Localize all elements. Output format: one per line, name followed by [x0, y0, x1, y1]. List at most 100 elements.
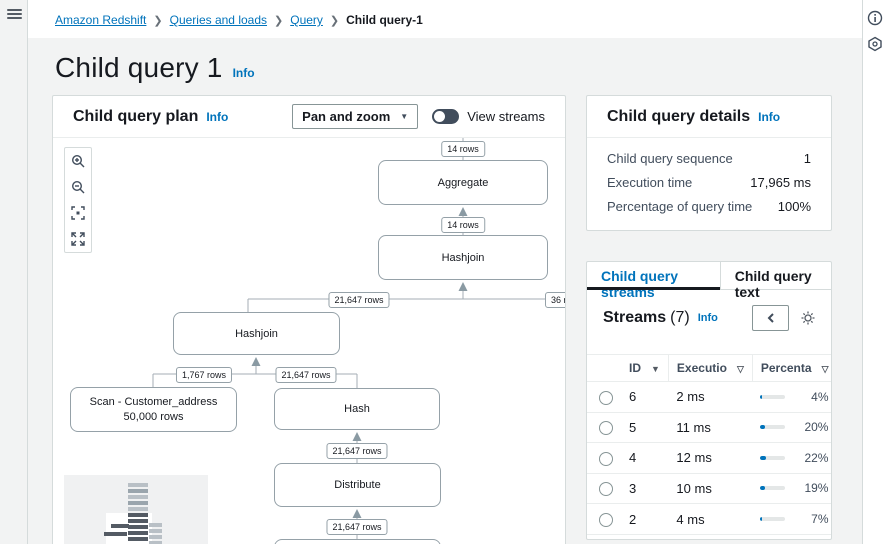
breadcrumb-link-redshift[interactable]: Amazon Redshift [55, 13, 147, 27]
plan-node-clipped[interactable] [274, 539, 441, 544]
plan-node-scan[interactable]: Scan - Customer_address 50,000 rows [70, 387, 237, 432]
node-label: Hashjoin [441, 251, 485, 264]
edge-label: 21,647 rows [326, 443, 388, 459]
plan-panel-title: Child query plan [73, 107, 199, 125]
column-header-percentage[interactable]: Percenta ▽ [751, 354, 831, 382]
previous-page-button[interactable] [752, 305, 789, 331]
right-column: Child query details Info Child query seq… [586, 95, 832, 540]
table-row[interactable]: 1 3 ms 6% [587, 534, 831, 539]
node-label: Scan - Customer_address [89, 396, 218, 408]
row-radio[interactable] [599, 512, 613, 527]
plan-node-hash[interactable]: Hash [274, 388, 440, 430]
row-radio[interactable] [599, 421, 613, 436]
breadcrumb-separator: ❯ [274, 14, 284, 27]
column-header-execution[interactable]: Executio ▽ [667, 354, 753, 382]
percentage-bar [760, 425, 786, 430]
streams-tab-panel: Child query streams Child query text Str… [586, 261, 832, 540]
plan-node-distribute[interactable]: Distribute [274, 463, 441, 507]
table-row[interactable]: 2 4 ms 7% [587, 503, 831, 535]
sort-desc-icon: ▼ [651, 364, 660, 374]
child-query-details-panel: Child query details Info Child query seq… [586, 95, 832, 231]
column-label: Executio [676, 361, 727, 375]
top-bar: Amazon Redshift ❯ Queries and loads ❯ Qu… [28, 0, 862, 38]
percentage-value: 4% [811, 389, 829, 404]
settings-gear-icon[interactable] [799, 309, 817, 327]
node-label: Hashjoin [235, 327, 278, 340]
tab-child-query-text[interactable]: Child query text [719, 262, 831, 300]
streams-info-link[interactable]: Info [697, 312, 718, 324]
column-header-id[interactable]: ID ▼ [621, 354, 669, 382]
row-radio[interactable] [599, 390, 613, 405]
main-content: Child query 1 Info Child query plan Info… [28, 38, 862, 544]
right-sidebar [862, 0, 886, 544]
plan-minimap[interactable] [64, 475, 208, 544]
table-row[interactable]: 6 2 ms 4% [587, 381, 831, 413]
percentage-value: 19% [804, 481, 829, 496]
zoom-in-icon[interactable] [65, 148, 91, 174]
breadcrumb-link-queries[interactable]: Queries and loads [169, 13, 268, 27]
row-radio[interactable] [599, 451, 613, 466]
plan-node-hashjoin-left[interactable]: Hashjoin [173, 312, 340, 355]
plan-mode-select[interactable]: Pan and zoom ▼ [292, 104, 419, 129]
query-plan-canvas[interactable]: Aggregate Hashjoin Hashjoin Scan - Custo… [53, 138, 565, 544]
detail-value: 100% [777, 199, 811, 214]
zoom-fit-icon[interactable] [65, 200, 91, 226]
child-query-plan-panel: Child query plan Info Pan and zoom ▼ Vie… [52, 95, 566, 544]
sort-icon: ▽ [821, 364, 829, 374]
plan-node-aggregate[interactable]: Aggregate [378, 160, 548, 205]
view-streams-toggle[interactable] [432, 109, 460, 124]
streams-table: ID ▼ Executio ▽ Percenta ▽ [587, 354, 831, 539]
tools-hexagon-icon[interactable] [867, 36, 883, 52]
node-label: Distribute [334, 479, 381, 491]
tab-child-query-streams[interactable]: Child query streams [587, 262, 720, 300]
percentage-value: 22% [804, 450, 829, 465]
info-panel-icon[interactable] [867, 10, 883, 26]
node-sublabel: 50,000 rows [123, 411, 184, 423]
page-info-link[interactable]: Info [232, 66, 255, 80]
detail-value: 1 [803, 151, 811, 166]
edge-label: 21,647 rows [328, 292, 390, 308]
zoom-out-icon[interactable] [65, 174, 91, 200]
plan-node-hashjoin-top[interactable]: Hashjoin [378, 235, 548, 280]
breadcrumb-separator: ❯ [329, 14, 340, 27]
detail-value: 17,965 ms [750, 175, 811, 190]
breadcrumb-link-query[interactable]: Query [290, 13, 323, 27]
left-sidebar [0, 0, 28, 544]
percentage-bar [760, 486, 786, 491]
details-info-link[interactable]: Info [758, 109, 781, 124]
edge-label: 14 rows [441, 141, 485, 157]
node-label: Hash [344, 403, 370, 415]
edge-label-clipped: 36 ro [545, 292, 565, 308]
percentage-value: 20% [804, 420, 829, 435]
view-streams-label: View streams [467, 109, 545, 124]
table-row[interactable]: 4 12 ms 22% [587, 442, 831, 474]
select-column-header [587, 354, 621, 382]
node-label: Aggregate [437, 176, 489, 189]
detail-row-percentage: Percentage of query time 100% [607, 199, 811, 214]
edge-label: 21,647 rows [326, 519, 388, 535]
sort-icon: ▽ [736, 364, 744, 374]
table-row[interactable]: 5 11 ms 20% [587, 412, 831, 444]
breadcrumb-current: Child query-1 [346, 13, 423, 27]
row-radio[interactable] [599, 482, 613, 497]
tabs: Child query streams Child query text [587, 262, 831, 300]
column-label: Percenta [760, 361, 812, 375]
edge-label: 1,767 rows [175, 367, 233, 383]
chevron-down-icon: ▼ [400, 112, 409, 121]
breadcrumb-separator: ❯ [153, 14, 163, 27]
percentage-bar [760, 517, 786, 522]
expand-icon[interactable] [65, 226, 91, 252]
detail-label: Child query sequence [607, 151, 733, 166]
plan-info-link[interactable]: Info [206, 109, 229, 124]
table-row[interactable]: 3 10 ms 19% [587, 473, 831, 505]
percentage-value: 7% [811, 512, 829, 527]
details-panel-title: Child query details [607, 107, 751, 125]
streams-count: (7) [670, 309, 690, 326]
edge-label: 14 rows [441, 217, 485, 233]
percentage-bar [760, 455, 786, 460]
menu-icon[interactable] [7, 9, 22, 20]
streams-header: Streams (7) Info [587, 290, 831, 354]
detail-row-sequence: Child query sequence 1 [607, 151, 811, 166]
streams-title: Streams [603, 309, 667, 326]
